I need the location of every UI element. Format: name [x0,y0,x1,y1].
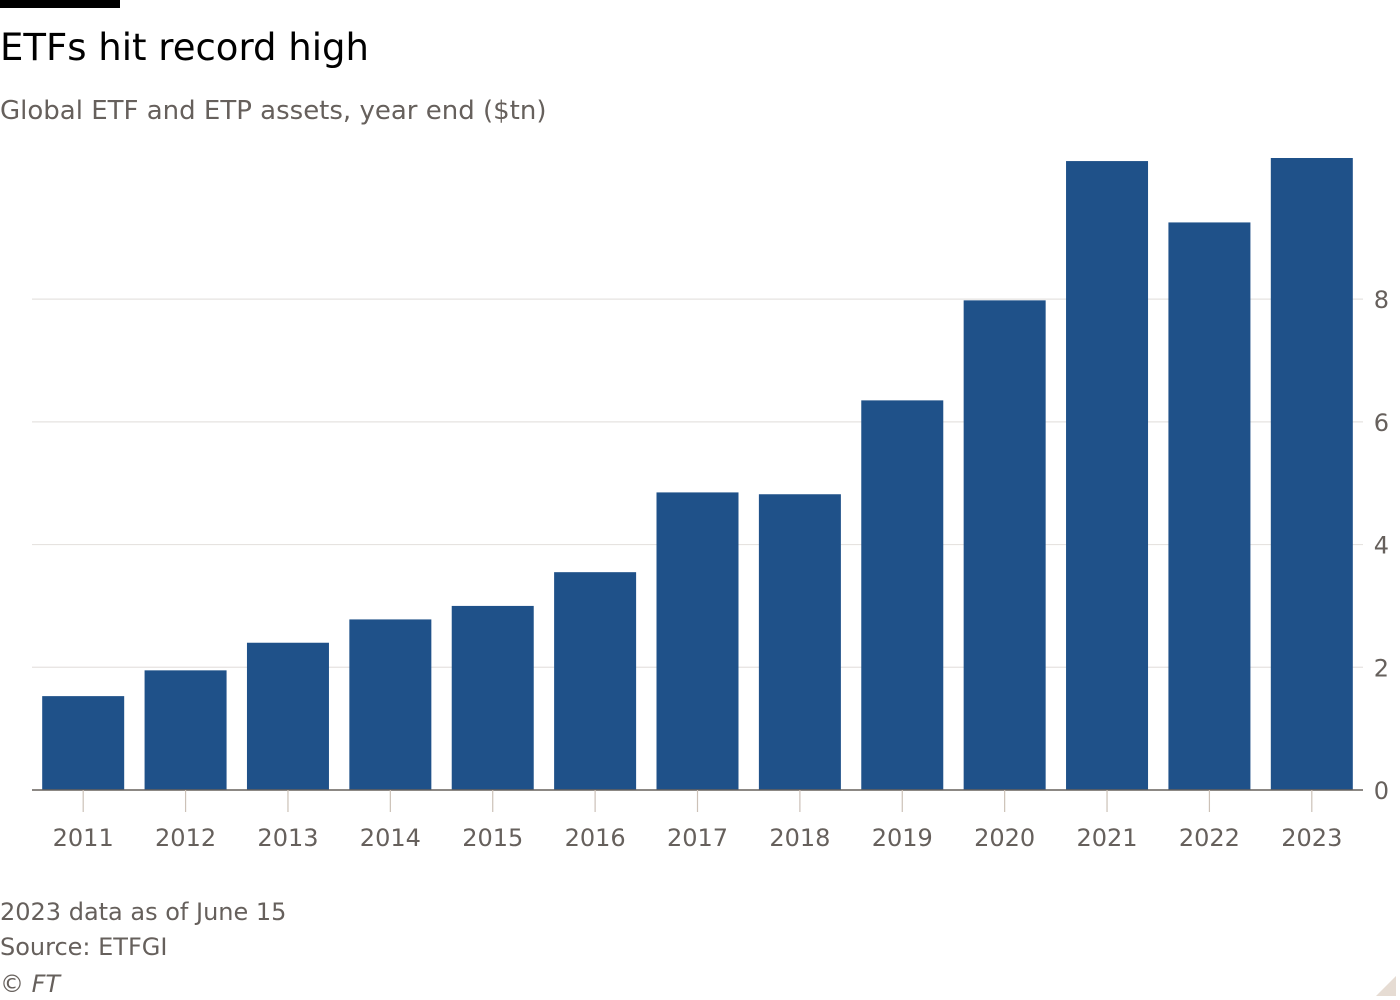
x-tick-label: 2023 [1281,824,1342,852]
y-tick-label: 6 [1374,409,1389,437]
x-tick-label: 2016 [565,824,626,852]
bar [144,670,227,790]
chart-subtitle: Global ETF and ETP assets, year end ($tn… [0,96,547,126]
x-tick-label: 2015 [462,824,523,852]
bar [246,642,329,790]
chart-title: ETFs hit record high [0,26,369,69]
x-tick-label: 2011 [53,824,114,852]
x-tick-label: 2021 [1076,824,1137,852]
bar [451,605,534,790]
y-tick-label: 0 [1374,777,1389,805]
bar [758,494,841,790]
y-tick-label: 4 [1374,532,1389,560]
x-tick-label: 2017 [667,824,728,852]
bar [861,400,944,790]
source-note: Source: ETFGI [0,933,168,961]
bar [1168,222,1251,790]
x-tick-label: 2022 [1179,824,1240,852]
copyright-note: © FT [0,970,61,998]
x-tick-label: 2019 [872,824,933,852]
top-rule [0,0,120,8]
bar [349,619,432,790]
bar [42,696,125,790]
bar [656,492,739,790]
y-tick-label: 2 [1374,654,1389,682]
x-tick-label: 2013 [257,824,318,852]
footnote: 2023 data as of June 15 [0,898,287,926]
corner-fold-icon [1376,976,1396,996]
bar [1066,161,1149,790]
bar [1270,158,1353,790]
x-tick-label: 2014 [360,824,421,852]
bar [554,572,637,790]
x-tick-label: 2012 [155,824,216,852]
y-tick-label: 8 [1374,286,1389,314]
x-tick-label: 2020 [974,824,1035,852]
bar [963,300,1046,790]
bar-chart: 0 2 4 6 8 2011 2012 2013 2014 2015 2016 2017 2018 201… [32,158,1389,852]
x-tick-label: 2018 [769,824,830,852]
